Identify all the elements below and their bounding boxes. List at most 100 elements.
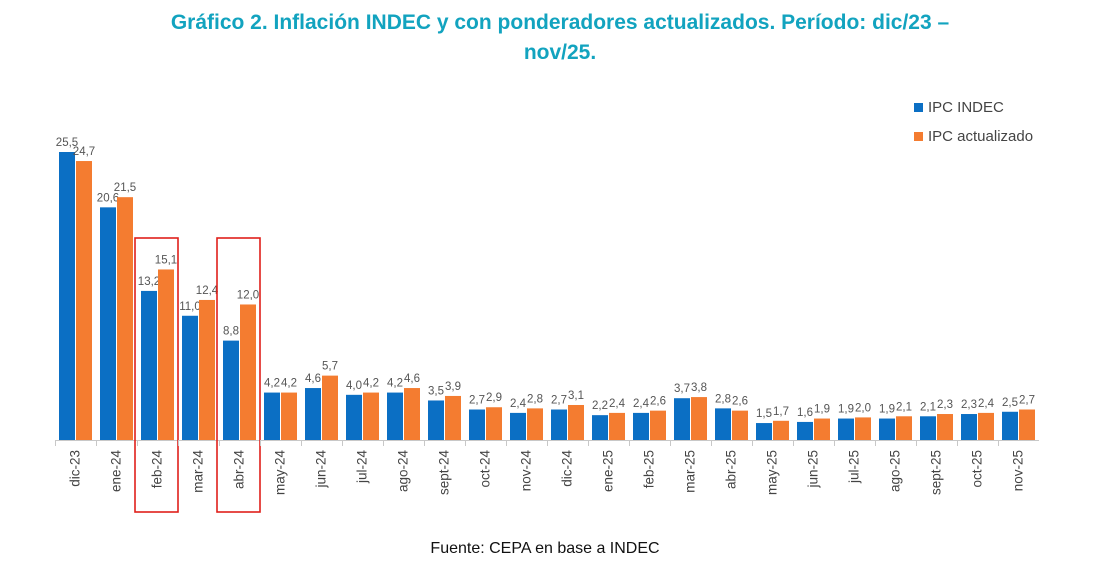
bar-ipc-actualizado xyxy=(1019,409,1035,440)
x-tick-label: sept-25 xyxy=(929,450,944,495)
x-tick-label: mar-25 xyxy=(683,450,698,493)
bar-ipc-actualizado xyxy=(855,417,871,440)
bar-ipc-indec xyxy=(428,400,444,440)
data-label-indec: 4,6 xyxy=(305,373,321,385)
bar-ipc-actualizado xyxy=(240,304,256,440)
x-tick-label: ene-24 xyxy=(109,450,124,493)
data-label-actualizado: 2,9 xyxy=(486,392,502,404)
chart-legend: IPC INDEC IPC actualizado xyxy=(914,98,1033,156)
bar-ipc-actualizado xyxy=(896,416,912,440)
data-label-actualizado: 2,4 xyxy=(609,398,626,410)
bar-ipc-indec xyxy=(756,423,772,440)
x-tick-label: nov-24 xyxy=(519,450,534,492)
data-label-actualizado: 4,2 xyxy=(281,378,297,390)
bar-ipc-actualizado xyxy=(363,392,379,440)
bar-ipc-indec xyxy=(715,408,731,440)
x-tick-label: ago-25 xyxy=(888,450,903,492)
bar-ipc-actualizado xyxy=(281,392,297,440)
x-tick-label: may-25 xyxy=(765,450,780,495)
x-tick-label: ago-24 xyxy=(396,450,411,493)
x-tick-label: mar-24 xyxy=(191,450,206,493)
bar-ipc-indec xyxy=(879,418,895,440)
data-label-indec: 1,6 xyxy=(797,407,813,419)
bar-ipc-indec xyxy=(305,388,321,440)
bar-ipc-actualizado xyxy=(445,395,461,440)
data-label-actualizado: 3,8 xyxy=(691,382,707,394)
legend-swatch-actualizado xyxy=(914,131,923,141)
data-label-actualizado: 2,4 xyxy=(978,398,995,410)
data-label-actualizado: 1,9 xyxy=(814,404,830,416)
bar-ipc-indec xyxy=(961,414,977,440)
bar-ipc-indec xyxy=(674,398,690,440)
x-tick-label: feb-25 xyxy=(642,450,657,488)
bar-ipc-actualizado xyxy=(609,412,625,440)
bar-ipc-indec xyxy=(100,207,116,440)
x-tick-label: dic-24 xyxy=(560,450,575,487)
data-label-actualizado: 12,4 xyxy=(196,285,219,297)
data-label-indec: 8,8 xyxy=(223,326,239,338)
x-tick-label: jul-24 xyxy=(355,450,370,485)
data-label-indec: 1,9 xyxy=(838,404,854,416)
data-label-indec: 2,4 xyxy=(633,398,650,410)
x-tick-label: jun-25 xyxy=(806,450,821,489)
data-label-actualizado: 2,1 xyxy=(896,401,912,413)
x-tick-label: feb-24 xyxy=(150,450,165,489)
bar-ipc-actualizado xyxy=(76,161,92,441)
bar-ipc-indec xyxy=(59,152,75,440)
data-label-actualizado: 12,0 xyxy=(237,289,259,301)
bar-ipc-indec xyxy=(1002,411,1018,440)
data-label-indec: 3,5 xyxy=(428,385,444,397)
bar-ipc-actualizado xyxy=(691,397,707,440)
data-label-indec: 4,2 xyxy=(387,378,403,390)
legend-swatch-indec xyxy=(914,102,923,112)
data-label-indec: 2,4 xyxy=(510,398,527,410)
bar-ipc-indec xyxy=(920,416,936,440)
bar-ipc-actualizado xyxy=(814,418,830,440)
data-label-indec: 1,5 xyxy=(756,408,772,420)
bar-ipc-indec xyxy=(551,409,567,440)
bar-ipc-indec xyxy=(141,290,157,440)
bar-ipc-indec xyxy=(510,412,526,440)
bar-ipc-actualizado xyxy=(322,375,338,440)
data-label-actualizado: 2,6 xyxy=(732,396,748,408)
x-tick-label: ene-25 xyxy=(601,450,616,492)
data-label-indec: 3,7 xyxy=(674,383,690,395)
data-label-actualizado: 3,1 xyxy=(568,390,584,402)
bar-ipc-indec xyxy=(838,418,854,440)
data-label-actualizado: 2,7 xyxy=(1019,395,1035,407)
chart-title: Gráfico 2. Inflación INDEC y con pondera… xyxy=(0,8,1120,68)
data-label-indec: 20,6 xyxy=(97,192,119,204)
bar-ipc-actualizado xyxy=(527,408,543,440)
bar-ipc-actualizado xyxy=(486,407,502,440)
data-label-actualizado: 4,6 xyxy=(404,373,420,385)
data-label-indec: 2,3 xyxy=(961,399,977,411)
bar-ipc-indec xyxy=(633,412,649,440)
bar-ipc-actualizado xyxy=(937,414,953,440)
bar-ipc-indec xyxy=(469,409,485,440)
legend-label-actualizado: IPC actualizado xyxy=(928,127,1034,145)
source-note: Fuente: CEPA en base a INDEC xyxy=(430,540,660,557)
bar-ipc-actualizado xyxy=(650,410,666,440)
bar-ipc-indec xyxy=(223,340,239,440)
data-label-actualizado: 4,2 xyxy=(363,378,379,390)
bar-ipc-indec xyxy=(387,392,403,440)
bar-ipc-indec xyxy=(346,394,362,440)
legend-item-indec: IPC INDEC xyxy=(914,98,1033,116)
x-tick-label: oct-25 xyxy=(970,450,985,488)
chart-title-line-1: Gráfico 2. Inflación INDEC y con pondera… xyxy=(170,11,950,34)
bar-ipc-actualizado xyxy=(978,412,994,440)
data-label-indec: 25,5 xyxy=(56,137,78,149)
data-label-indec: 1,9 xyxy=(879,404,895,416)
bar-ipc-actualizado xyxy=(404,388,420,440)
x-tick-label: abr-24 xyxy=(232,450,247,490)
data-label-actualizado: 3,9 xyxy=(445,381,461,393)
bar-ipc-actualizado xyxy=(199,299,215,440)
data-label-actualizado: 1,7 xyxy=(773,406,789,418)
chart-title-line-2: nov/25. xyxy=(523,41,597,64)
data-label-actualizado: 2,6 xyxy=(650,396,666,408)
data-label-indec: 11,0 xyxy=(179,301,201,313)
bar-ipc-indec xyxy=(182,315,198,440)
bar-ipc-indec xyxy=(797,421,813,440)
x-tick-label: jun-24 xyxy=(314,450,329,489)
data-label-actualizado: 2,3 xyxy=(937,399,953,411)
